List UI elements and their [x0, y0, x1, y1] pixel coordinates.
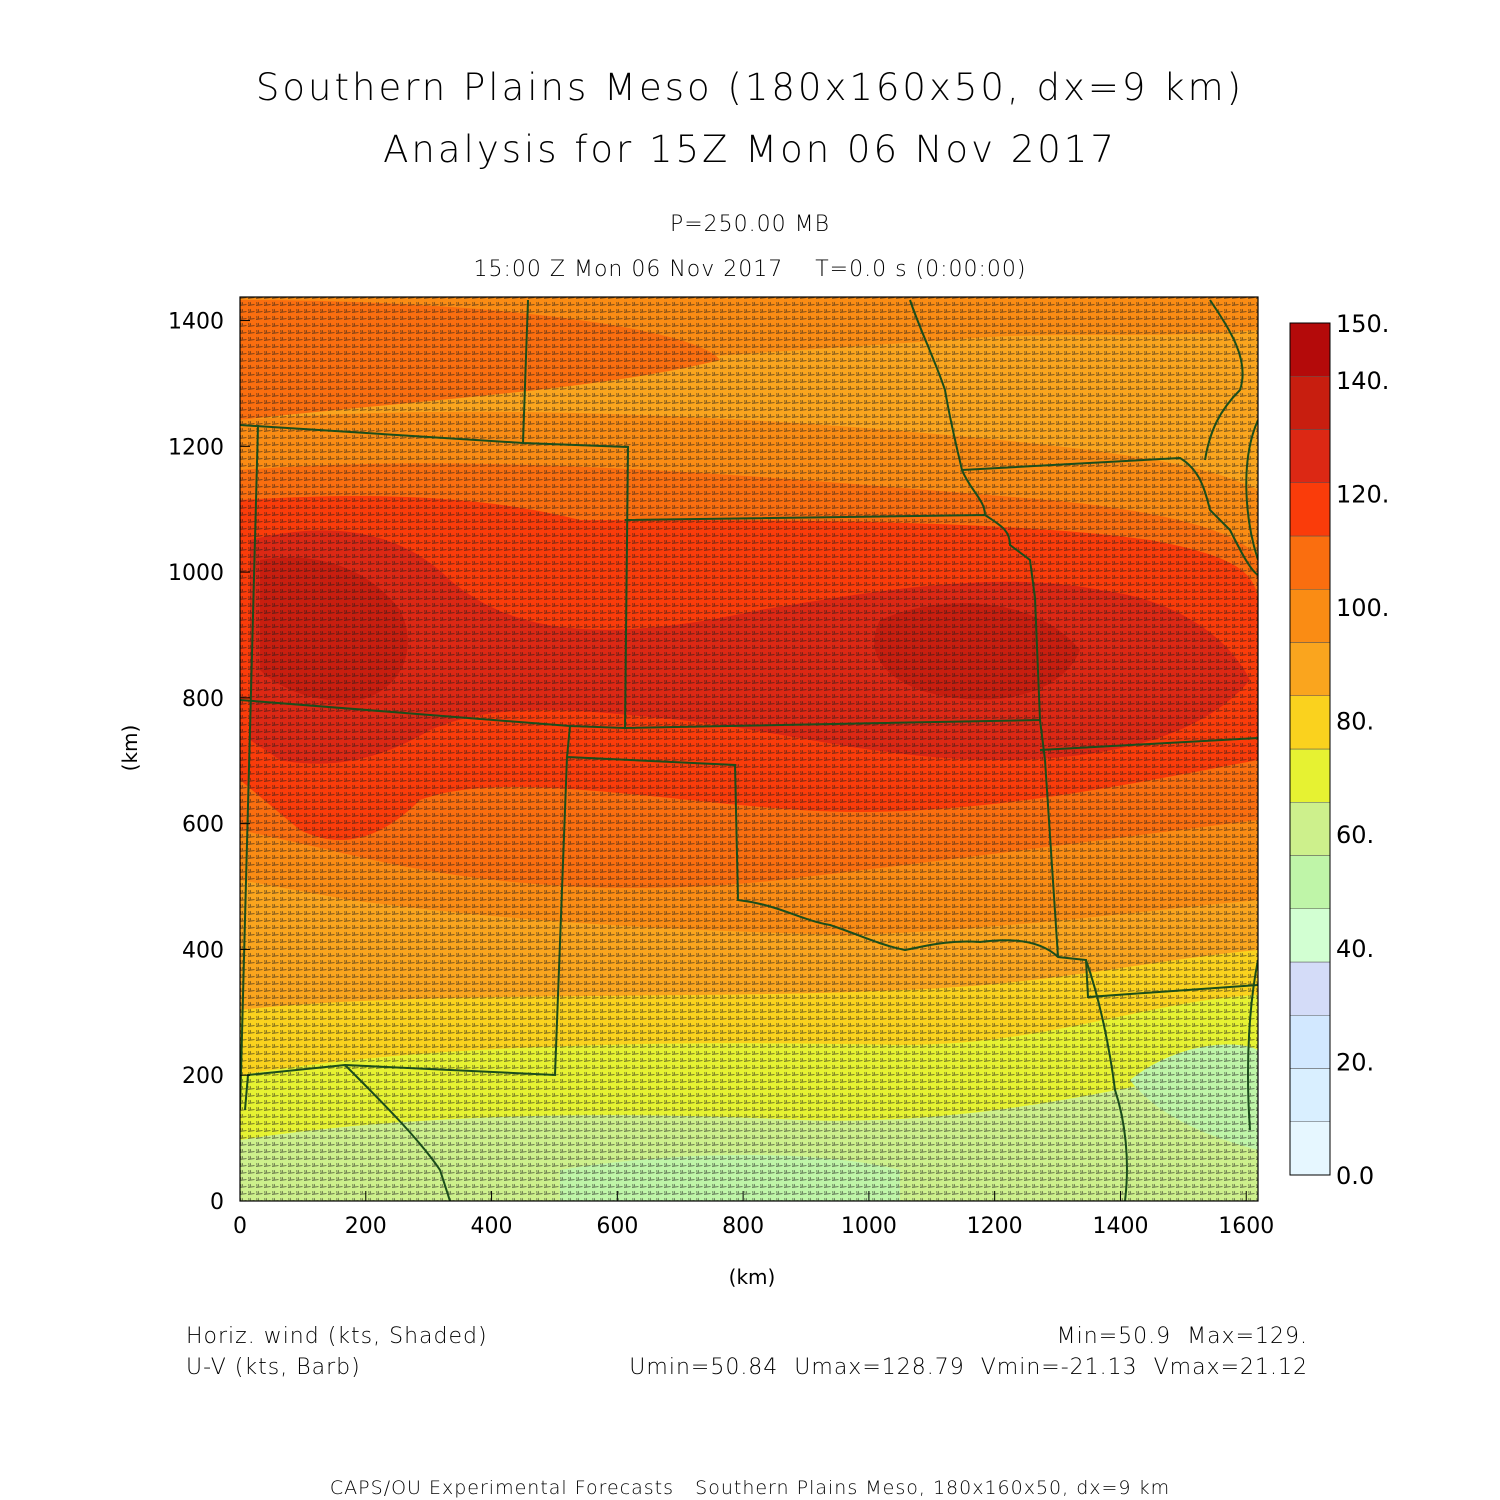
y-tick-label: 1200: [168, 435, 224, 460]
x-tick-label: 200: [345, 1214, 387, 1239]
y-tick-label: 400: [182, 938, 224, 963]
colorbar-swatch: [1289, 1015, 1331, 1069]
colorbar-swatch: [1289, 322, 1331, 377]
colorbar-swatch: [1289, 695, 1331, 750]
colorbar-swatch: [1289, 908, 1331, 963]
y-tick-label: 1400: [168, 310, 224, 335]
colorbar-label: 20.: [1336, 1048, 1374, 1076]
axis-ticks: [239, 320, 1247, 1202]
colorbar-swatch: [1289, 482, 1331, 537]
x-tick-label: 800: [722, 1214, 764, 1239]
colorbar-swatch: [1289, 642, 1331, 696]
colorbar-swatch: [1289, 376, 1331, 430]
map-title-line1: Southern Plains Meso (180x160x50, dx=9 k…: [255, 66, 1245, 109]
colorbar-swatch: [1289, 429, 1331, 483]
wind-speed-shading: [240, 297, 1258, 1201]
pressure-level-label: P=250.00 MB: [669, 212, 831, 237]
colorbar-label: 150.: [1336, 310, 1389, 338]
x-tick-label: 400: [471, 1214, 513, 1239]
colorbar-swatch: [1289, 855, 1331, 909]
colorbar-label: 100.: [1336, 594, 1389, 622]
map-title-line2: Analysis for 15Z Mon 06 Nov 2017: [383, 128, 1117, 171]
credit-line: CAPS/OU Experimental Forecasts Southern …: [329, 1477, 1171, 1499]
valid-time-label: 15:00 Z Mon 06 Nov 2017 T=0.0 s (0:00:00…: [473, 257, 1027, 282]
x-axis-tick-labels: 0 200 400 600 800 1000 1200 1400 1600: [233, 1214, 1274, 1239]
y-axis-tick-labels: 0 200 400 600 800 1000 1200 1400: [168, 310, 224, 1215]
colorbar-label: 40.: [1336, 935, 1374, 963]
colorbar-labels: 0.0 20. 40. 60. 80. 100. 120. 140. 150.: [1336, 310, 1389, 1190]
min-max-label: Min=50.9 Max=129.: [1056, 1324, 1308, 1349]
colorbar-label: 0.0: [1336, 1162, 1374, 1190]
x-axis-label: (km): [729, 1265, 776, 1289]
colorbar-swatch: [1289, 589, 1331, 643]
y-tick-label: 800: [182, 687, 224, 712]
x-tick-label: 0: [233, 1214, 247, 1239]
shaded-variable-label: Horiz. wind (kts, Shaded): [186, 1324, 488, 1349]
colorbar-swatch: [1289, 802, 1331, 856]
y-tick-label: 200: [182, 1064, 224, 1089]
colorbar-swatch: [1289, 535, 1331, 590]
x-tick-label: 1000: [841, 1214, 897, 1239]
x-tick-label: 1600: [1218, 1214, 1274, 1239]
colorbar-swatch: [1289, 1068, 1331, 1122]
colorbar: [1289, 322, 1331, 1176]
colorbar-label: 80.: [1336, 708, 1374, 736]
colorbar-frame: [1289, 322, 1331, 1176]
colorbar-label: 60.: [1336, 821, 1374, 849]
colorbar-swatch: [1289, 748, 1331, 803]
barb-variable-label: U-V (kts, Barb): [186, 1355, 361, 1380]
colorbar-swatch: [1289, 961, 1331, 1016]
y-tick-label: 1000: [168, 561, 224, 586]
x-tick-label: 1400: [1092, 1214, 1148, 1239]
uv-stats-label: Umin=50.84 Umax=128.79 Vmin=-21.13 Vmax=…: [629, 1355, 1308, 1380]
colorbar-label: 120.: [1336, 480, 1389, 508]
colorbar-swatch: [1289, 1121, 1331, 1176]
plot-frame: [239, 296, 1259, 1202]
y-tick-label: 600: [182, 813, 224, 838]
y-axis-label: (km): [118, 725, 142, 772]
x-tick-label: 600: [596, 1214, 638, 1239]
y-tick-label: 0: [210, 1190, 224, 1215]
x-tick-label: 1200: [967, 1214, 1023, 1239]
state-boundaries: [240, 299, 1258, 1201]
colorbar-label: 140.: [1336, 367, 1389, 395]
